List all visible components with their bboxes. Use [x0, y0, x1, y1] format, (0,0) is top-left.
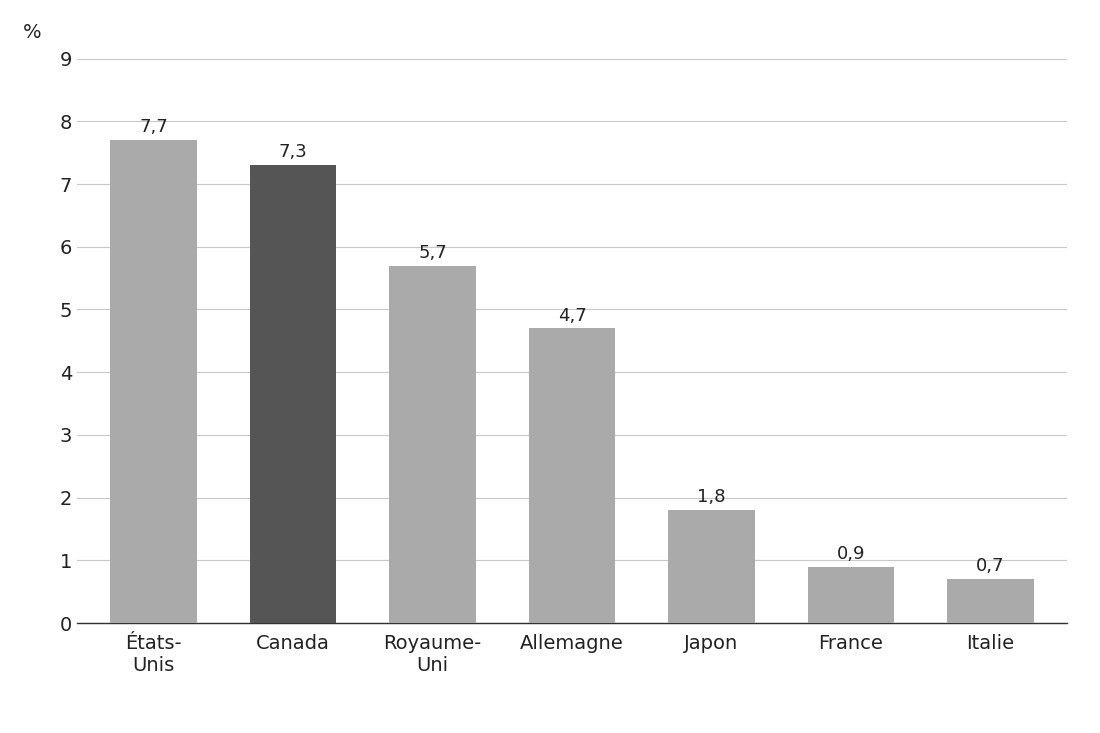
Text: %: %	[23, 23, 41, 42]
Bar	[529, 328, 615, 623]
Bar	[389, 265, 476, 623]
Text: 7,7: 7,7	[140, 119, 168, 136]
Text: 4,7: 4,7	[558, 306, 586, 325]
Text: 1,8: 1,8	[697, 488, 726, 507]
Text: 0,7: 0,7	[976, 557, 1004, 575]
Text: 7,3: 7,3	[278, 144, 308, 161]
Bar	[250, 165, 337, 623]
Text: 5,7: 5,7	[418, 244, 447, 262]
Bar	[947, 579, 1034, 623]
Text: 0,9: 0,9	[837, 545, 865, 563]
Bar	[110, 140, 197, 623]
Bar	[807, 567, 894, 623]
Bar	[668, 510, 755, 623]
